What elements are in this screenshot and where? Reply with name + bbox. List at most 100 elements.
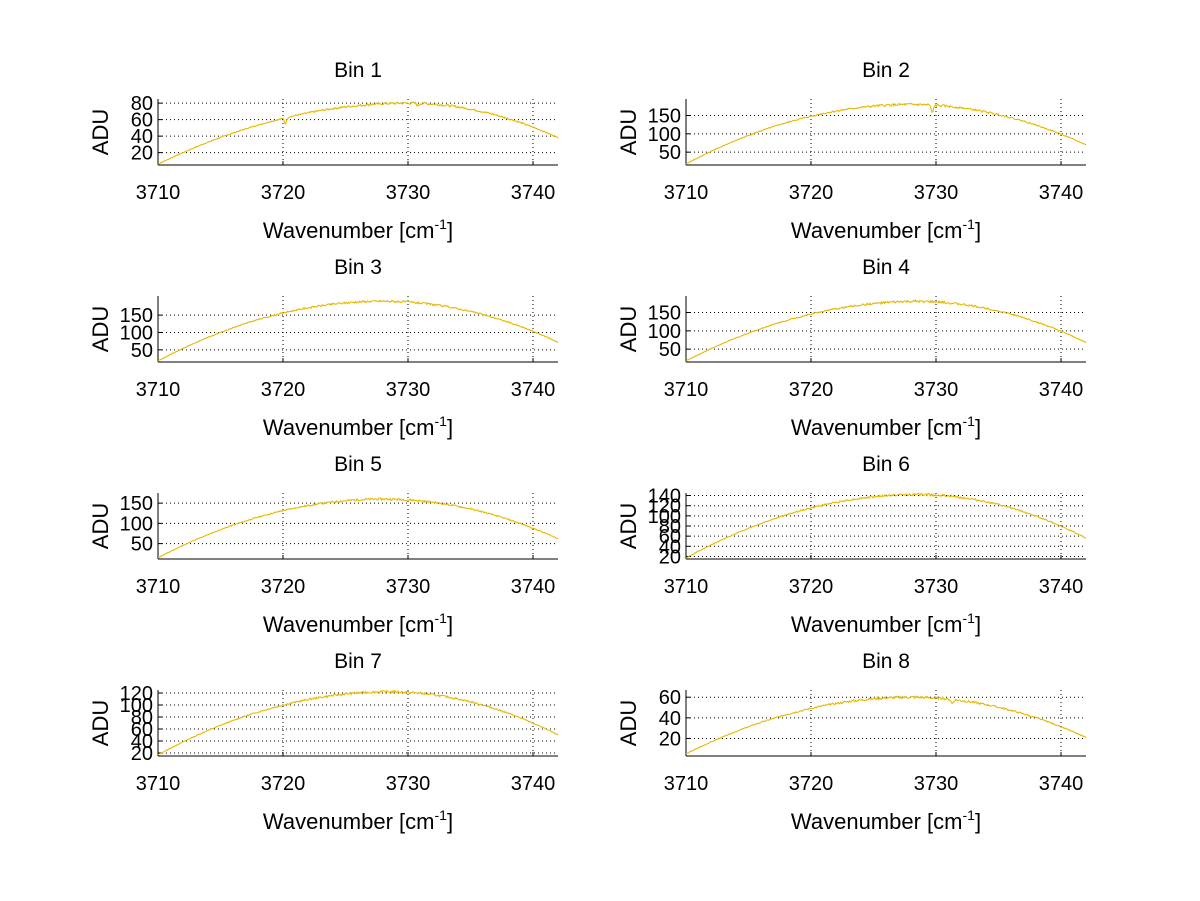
x-tick-label: 3720 bbox=[789, 576, 834, 598]
x-tick-label: 3710 bbox=[136, 379, 181, 401]
spectrum-line bbox=[685, 695, 1087, 755]
x-axis-label-base: Wavenumber [cm bbox=[791, 415, 963, 440]
y-axis-label: ADU bbox=[88, 306, 113, 352]
y-tick-label: 120 bbox=[120, 683, 153, 705]
x-tick-label: 3730 bbox=[914, 773, 959, 795]
y-tick-label: 100 bbox=[648, 506, 681, 528]
x-axis-label: Wavenumber [cm-1] bbox=[263, 413, 453, 440]
x-axis-label: Wavenumber [cm-1] bbox=[263, 610, 453, 637]
x-axis-label: Wavenumber [cm-1] bbox=[791, 807, 981, 834]
x-axis-label-superscript: -1 bbox=[963, 610, 976, 626]
x-tick-label: 3710 bbox=[664, 182, 709, 204]
x-tick-label: 3720 bbox=[261, 182, 306, 204]
y-tick-label: 140 bbox=[648, 486, 681, 508]
subplot-title: Bin 2 bbox=[862, 59, 910, 82]
y-tick-label: 60 bbox=[131, 110, 153, 132]
x-tick-label: 3730 bbox=[386, 379, 431, 401]
x-tick-label: 3740 bbox=[511, 379, 556, 401]
y-tick-label: 60 bbox=[659, 687, 681, 709]
x-tick-label: 3720 bbox=[789, 379, 834, 401]
x-tick-label: 3720 bbox=[261, 576, 306, 598]
y-tick-label: 150 bbox=[648, 106, 681, 128]
x-axis-label-base: Wavenumber [cm bbox=[791, 612, 963, 637]
y-tick-label: 50 bbox=[659, 339, 681, 361]
y-tick-label: 40 bbox=[659, 708, 681, 730]
x-axis-label: Wavenumber [cm-1] bbox=[791, 413, 981, 440]
x-axis-label-close: ] bbox=[447, 415, 453, 440]
subplot-title: Bin 3 bbox=[334, 256, 382, 279]
spectrum-line bbox=[686, 492, 1087, 559]
x-tick-label: 3720 bbox=[261, 773, 306, 795]
y-tick-label: 20 bbox=[131, 743, 153, 765]
x-tick-label: 3710 bbox=[664, 379, 709, 401]
y-tick-label: 60 bbox=[659, 526, 681, 548]
x-axis-label-base: Wavenumber [cm bbox=[791, 809, 963, 834]
y-axis-label: ADU bbox=[88, 700, 113, 746]
y-axis-label: ADU bbox=[616, 700, 641, 746]
x-axis-label-superscript: -1 bbox=[963, 413, 976, 429]
x-axis-label-close: ] bbox=[975, 218, 981, 243]
x-tick-label: 3710 bbox=[136, 182, 181, 204]
spectrum-line bbox=[157, 299, 559, 362]
x-axis-label-base: Wavenumber [cm bbox=[263, 415, 435, 440]
x-axis-label-close: ] bbox=[447, 612, 453, 637]
x-axis-label-base: Wavenumber [cm bbox=[791, 218, 963, 243]
spectrum-line bbox=[685, 102, 1087, 165]
y-tick-label: 20 bbox=[659, 546, 681, 568]
x-axis-label-close: ] bbox=[975, 612, 981, 637]
x-tick-label: 3720 bbox=[789, 773, 834, 795]
y-tick-label: 50 bbox=[131, 534, 153, 556]
x-axis-label-superscript: -1 bbox=[435, 807, 448, 823]
y-tick-label: 20 bbox=[131, 143, 153, 165]
subplot-title: Bin 6 bbox=[862, 453, 910, 476]
y-tick-label: 40 bbox=[131, 731, 153, 753]
x-axis-label: Wavenumber [cm-1] bbox=[263, 216, 453, 243]
y-tick-label: 150 bbox=[120, 305, 153, 327]
x-axis-label-superscript: -1 bbox=[963, 807, 976, 823]
x-tick-label: 3730 bbox=[914, 379, 959, 401]
spectrum-line bbox=[157, 689, 559, 756]
y-tick-label: 100 bbox=[120, 322, 153, 344]
subplot-title: Bin 4 bbox=[862, 256, 910, 279]
x-axis-label: Wavenumber [cm-1] bbox=[791, 610, 981, 637]
y-axis-label: ADU bbox=[616, 306, 641, 352]
x-axis-label-close: ] bbox=[975, 809, 981, 834]
y-tick-label: 100 bbox=[648, 124, 681, 146]
x-tick-label: 3710 bbox=[664, 576, 709, 598]
y-tick-label: 50 bbox=[659, 142, 681, 164]
y-axis-label: ADU bbox=[88, 503, 113, 549]
x-tick-label: 3740 bbox=[1039, 576, 1084, 598]
x-tick-label: 3740 bbox=[1039, 182, 1084, 204]
y-tick-label: 40 bbox=[131, 126, 153, 148]
x-axis-label-superscript: -1 bbox=[963, 216, 976, 232]
x-tick-label: 3740 bbox=[511, 576, 556, 598]
x-tick-label: 3710 bbox=[136, 773, 181, 795]
subplot-title: Bin 8 bbox=[862, 650, 910, 673]
x-tick-label: 3740 bbox=[1039, 773, 1084, 795]
x-axis-label-base: Wavenumber [cm bbox=[263, 218, 435, 243]
y-tick-label: 150 bbox=[120, 493, 153, 515]
spectrum-line bbox=[685, 299, 1087, 362]
x-tick-label: 3730 bbox=[386, 773, 431, 795]
x-axis-label: Wavenumber [cm-1] bbox=[263, 807, 453, 834]
y-tick-label: 40 bbox=[659, 536, 681, 558]
subplot-title: Bin 5 bbox=[334, 453, 382, 476]
y-tick-label: 80 bbox=[131, 707, 153, 729]
x-axis-label-close: ] bbox=[447, 218, 453, 243]
subplot-title: Bin 1 bbox=[334, 59, 382, 82]
y-axis-label: ADU bbox=[616, 503, 641, 549]
y-tick-label: 60 bbox=[131, 719, 153, 741]
x-axis-label-close: ] bbox=[447, 809, 453, 834]
y-tick-label: 80 bbox=[659, 516, 681, 538]
x-axis-label-superscript: -1 bbox=[435, 413, 448, 429]
subplot-title: Bin 7 bbox=[334, 650, 382, 673]
